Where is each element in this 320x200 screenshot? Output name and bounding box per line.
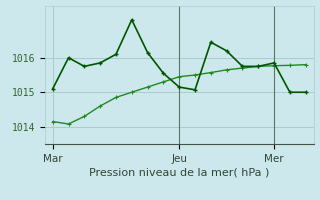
X-axis label: Pression niveau de la mer( hPa ): Pression niveau de la mer( hPa ) [89, 168, 269, 178]
